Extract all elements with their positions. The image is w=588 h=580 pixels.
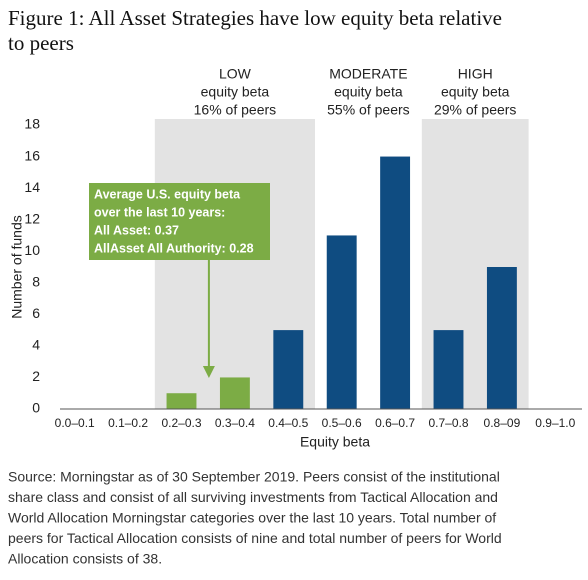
region-label: HIGH — [458, 66, 493, 82]
y-tick-label: 8 — [32, 273, 40, 289]
bar — [486, 267, 517, 409]
region-label: equity beta — [201, 84, 270, 100]
x-tick-label: 0.9–1.0 — [535, 416, 575, 430]
chart-title: to peers — [8, 31, 74, 55]
bar — [433, 330, 464, 409]
x-tick-label: 0.2–0.3 — [161, 416, 201, 430]
y-tick-label: 10 — [24, 242, 40, 258]
x-tick-label: 0.3–0.4 — [215, 416, 255, 430]
chart-title: Figure 1: All Asset Strategies have low … — [8, 6, 502, 30]
region-label: 16% of peers — [194, 102, 277, 118]
annotation-arrowhead — [202, 366, 215, 378]
bar — [219, 377, 250, 409]
y-tick-label: 0 — [32, 400, 40, 416]
bar — [326, 235, 357, 409]
x-tick-label: 0.5–0.6 — [322, 416, 362, 430]
x-tick-label: 0.8–09 — [484, 416, 521, 430]
region-label: equity beta — [334, 84, 403, 100]
y-tick-label: 16 — [24, 147, 40, 163]
x-tick-label: 0.0–0.1 — [55, 416, 95, 430]
y-tick-label: 4 — [32, 337, 40, 353]
y-tick-label: 12 — [24, 210, 40, 226]
source-note: Source: Morningstar as of 30 September 2… — [8, 469, 500, 485]
x-axis-label: Equity beta — [300, 434, 370, 450]
region-label: 29% of peers — [434, 102, 517, 118]
x-tick-label: 0.6–0.7 — [375, 416, 415, 430]
source-note: peers for Tactical Allocation consists o… — [8, 530, 502, 546]
bar — [166, 393, 197, 409]
y-tick-label: 18 — [24, 116, 40, 132]
source-note: share class and consist of all surviving… — [8, 489, 498, 505]
bar — [273, 330, 304, 409]
annotation-text: over the last 10 years: — [94, 205, 225, 219]
region-label: MODERATE — [329, 66, 407, 82]
x-tick-label: 0.4–0.5 — [268, 416, 308, 430]
y-tick-label: 14 — [24, 179, 40, 195]
region-label: LOW — [219, 66, 252, 82]
x-tick-label: 0.7–0.8 — [428, 416, 468, 430]
annotation-text: All Asset: 0.37 — [94, 223, 179, 237]
annotation-text: AllAsset All Authority: 0.28 — [94, 241, 254, 255]
y-tick-label: 6 — [32, 305, 40, 321]
x-tick-label: 0.1–0.2 — [108, 416, 148, 430]
bar — [380, 156, 411, 409]
y-tick-label: 2 — [32, 368, 40, 384]
annotation-box — [89, 183, 270, 260]
source-note: Allocation consists of 38. — [8, 551, 162, 567]
region-label: equity beta — [441, 84, 510, 100]
annotation-text: Average U.S. equity beta — [94, 187, 241, 201]
source-note: World Allocation Morningstar categories … — [8, 510, 496, 526]
y-axis-label: Number of funds — [9, 215, 25, 319]
region-label: 55% of peers — [327, 102, 410, 118]
